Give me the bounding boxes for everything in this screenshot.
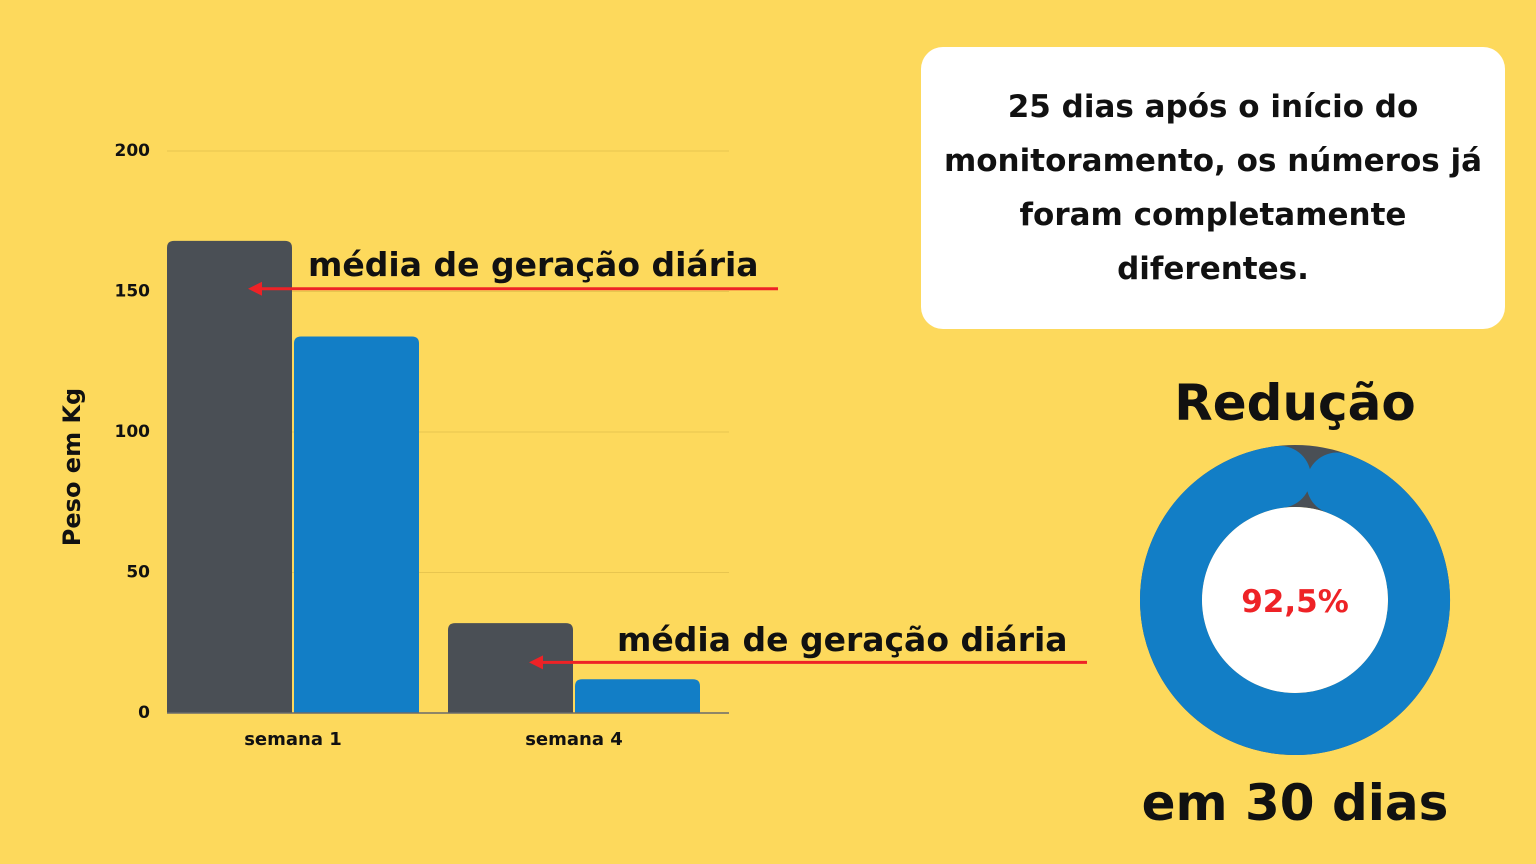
y-axis-label: Peso em Kg [58, 388, 86, 546]
x-axis-categories: semana 1 semana 4 [244, 729, 623, 750]
bars [167, 240, 700, 714]
bar [448, 623, 573, 713]
bar [167, 240, 292, 714]
y-tick-label: 100 [115, 422, 151, 442]
donut-title: Redução [1174, 374, 1416, 432]
bar [575, 679, 700, 713]
donut-hole [1202, 507, 1388, 693]
y-tick-label: 50 [126, 563, 150, 583]
annotation-label: média de geração diária [617, 620, 1068, 659]
x-category-label: semana 1 [244, 729, 342, 750]
annotation-arrows [248, 281, 1087, 670]
annotation-label: média de geração diária [308, 245, 759, 284]
y-tick-label: 0 [138, 703, 150, 723]
donut-value-arc [1140, 445, 1450, 755]
donut-subtitle: em 30 dias [1141, 774, 1449, 832]
annotation-arrow-head [529, 655, 543, 670]
bar-chart: 0 50 100 150 200 semana 1 semana 4 Peso em Kg [58, 141, 1087, 750]
bar [294, 336, 419, 713]
donut-center-label: 92,5% [1241, 584, 1349, 620]
info-callout: 25 dias após o início do monitoramento, … [921, 47, 1505, 329]
annotation-arrow-head [248, 281, 262, 296]
donut-chart: 92,5% [1140, 445, 1450, 755]
x-category-label: semana 4 [525, 729, 623, 750]
y-tick-label: 200 [115, 141, 151, 161]
y-axis-ticks: 0 50 100 150 200 [115, 141, 151, 723]
info-callout-text: 25 dias após o início do monitoramento, … [943, 89, 1483, 287]
y-tick-label: 150 [115, 282, 151, 302]
